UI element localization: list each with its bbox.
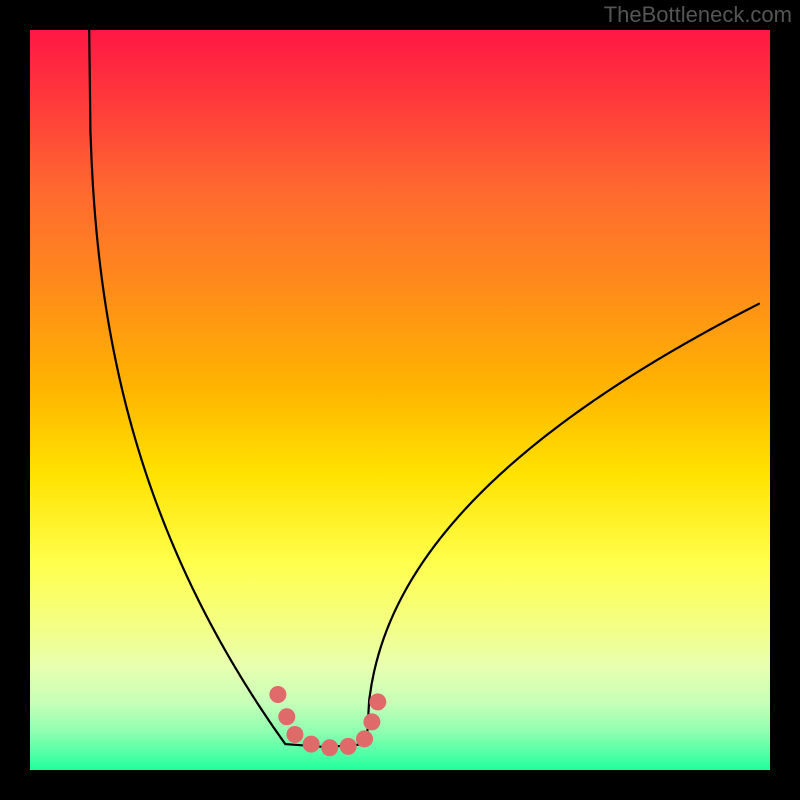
plot-background xyxy=(30,30,770,770)
bottleneck-chart xyxy=(0,0,800,800)
data-point xyxy=(370,694,386,710)
figure-container: TheBottleneck.com xyxy=(0,0,800,800)
data-point xyxy=(340,738,356,754)
data-point xyxy=(270,687,286,703)
data-point xyxy=(322,740,338,756)
data-point xyxy=(279,709,295,725)
data-point xyxy=(303,736,319,752)
data-point xyxy=(356,731,372,747)
data-point xyxy=(287,726,303,742)
data-point xyxy=(364,714,380,730)
